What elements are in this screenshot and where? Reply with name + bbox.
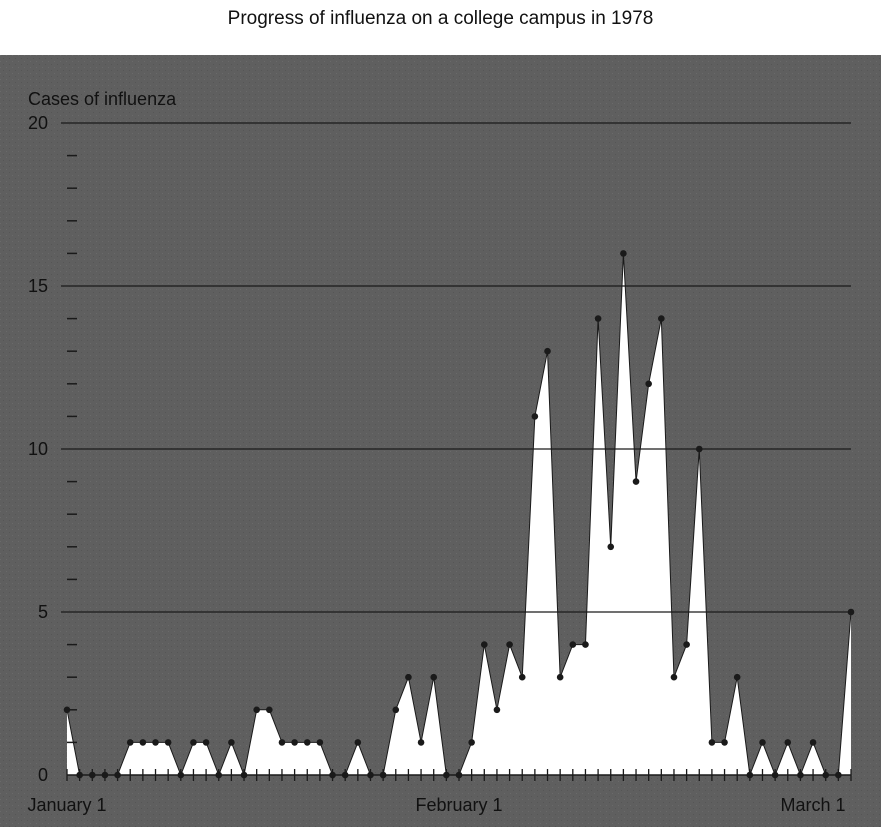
data-point: [480, 641, 488, 648]
data-point: [670, 673, 678, 681]
data-point: [253, 706, 260, 714]
data-point: [658, 315, 665, 322]
data-point: [582, 641, 589, 648]
data-point: [202, 739, 210, 746]
data-point: [518, 673, 526, 681]
data-point: [266, 706, 273, 714]
y-tick-label-5: 5: [38, 602, 48, 622]
data-point: [164, 739, 172, 746]
y-tick-label-20: 20: [28, 113, 48, 133]
data-point: [430, 673, 438, 681]
data-point: [569, 641, 577, 648]
chart: 0 5 10 15 20 January 1 February 1 March 1: [0, 55, 881, 827]
y-axis-label: Cases of influenza: [28, 89, 177, 109]
data-point: [733, 673, 741, 681]
y-tick-label-15: 15: [28, 276, 48, 296]
data-point: [721, 739, 728, 746]
data-point: [392, 706, 400, 714]
data-point: [316, 739, 324, 746]
x-tick-label: March 1: [781, 795, 846, 815]
data-point: [645, 380, 652, 388]
data-point: [759, 739, 766, 746]
data-point: [531, 413, 539, 420]
data-point: [632, 478, 640, 485]
data-point: [506, 641, 513, 648]
data-point: [468, 739, 475, 746]
cases-area: [67, 253, 851, 775]
data-point: [354, 739, 362, 746]
data-point: [708, 739, 716, 746]
data-point: [291, 739, 298, 746]
data-point: [228, 739, 235, 746]
data-point: [809, 739, 817, 746]
data-point: [405, 673, 412, 681]
data-point: [544, 347, 551, 355]
x-tick-label: February 1: [415, 795, 502, 815]
data-point: [784, 739, 792, 746]
data-point: [417, 739, 425, 746]
y-tick-label-10: 10: [28, 439, 48, 459]
data-point: [594, 315, 602, 322]
y-tick-label-0: 0: [38, 765, 48, 785]
data-point: [607, 543, 615, 551]
data-point: [620, 250, 627, 257]
data-point: [847, 608, 855, 616]
data-point: [683, 641, 690, 648]
chart-title: Progress of influenza on a college campu…: [227, 8, 654, 29]
data-point: [695, 445, 703, 453]
data-point: [493, 706, 501, 714]
plot-background: [0, 55, 881, 827]
data-point: [152, 739, 159, 746]
data-point: [139, 739, 147, 746]
data-point: [278, 739, 286, 746]
data-point: [303, 739, 311, 746]
x-tick-label: January 1: [27, 795, 106, 815]
data-point: [190, 739, 197, 746]
data-point: [556, 673, 564, 681]
data-point: [126, 739, 134, 746]
